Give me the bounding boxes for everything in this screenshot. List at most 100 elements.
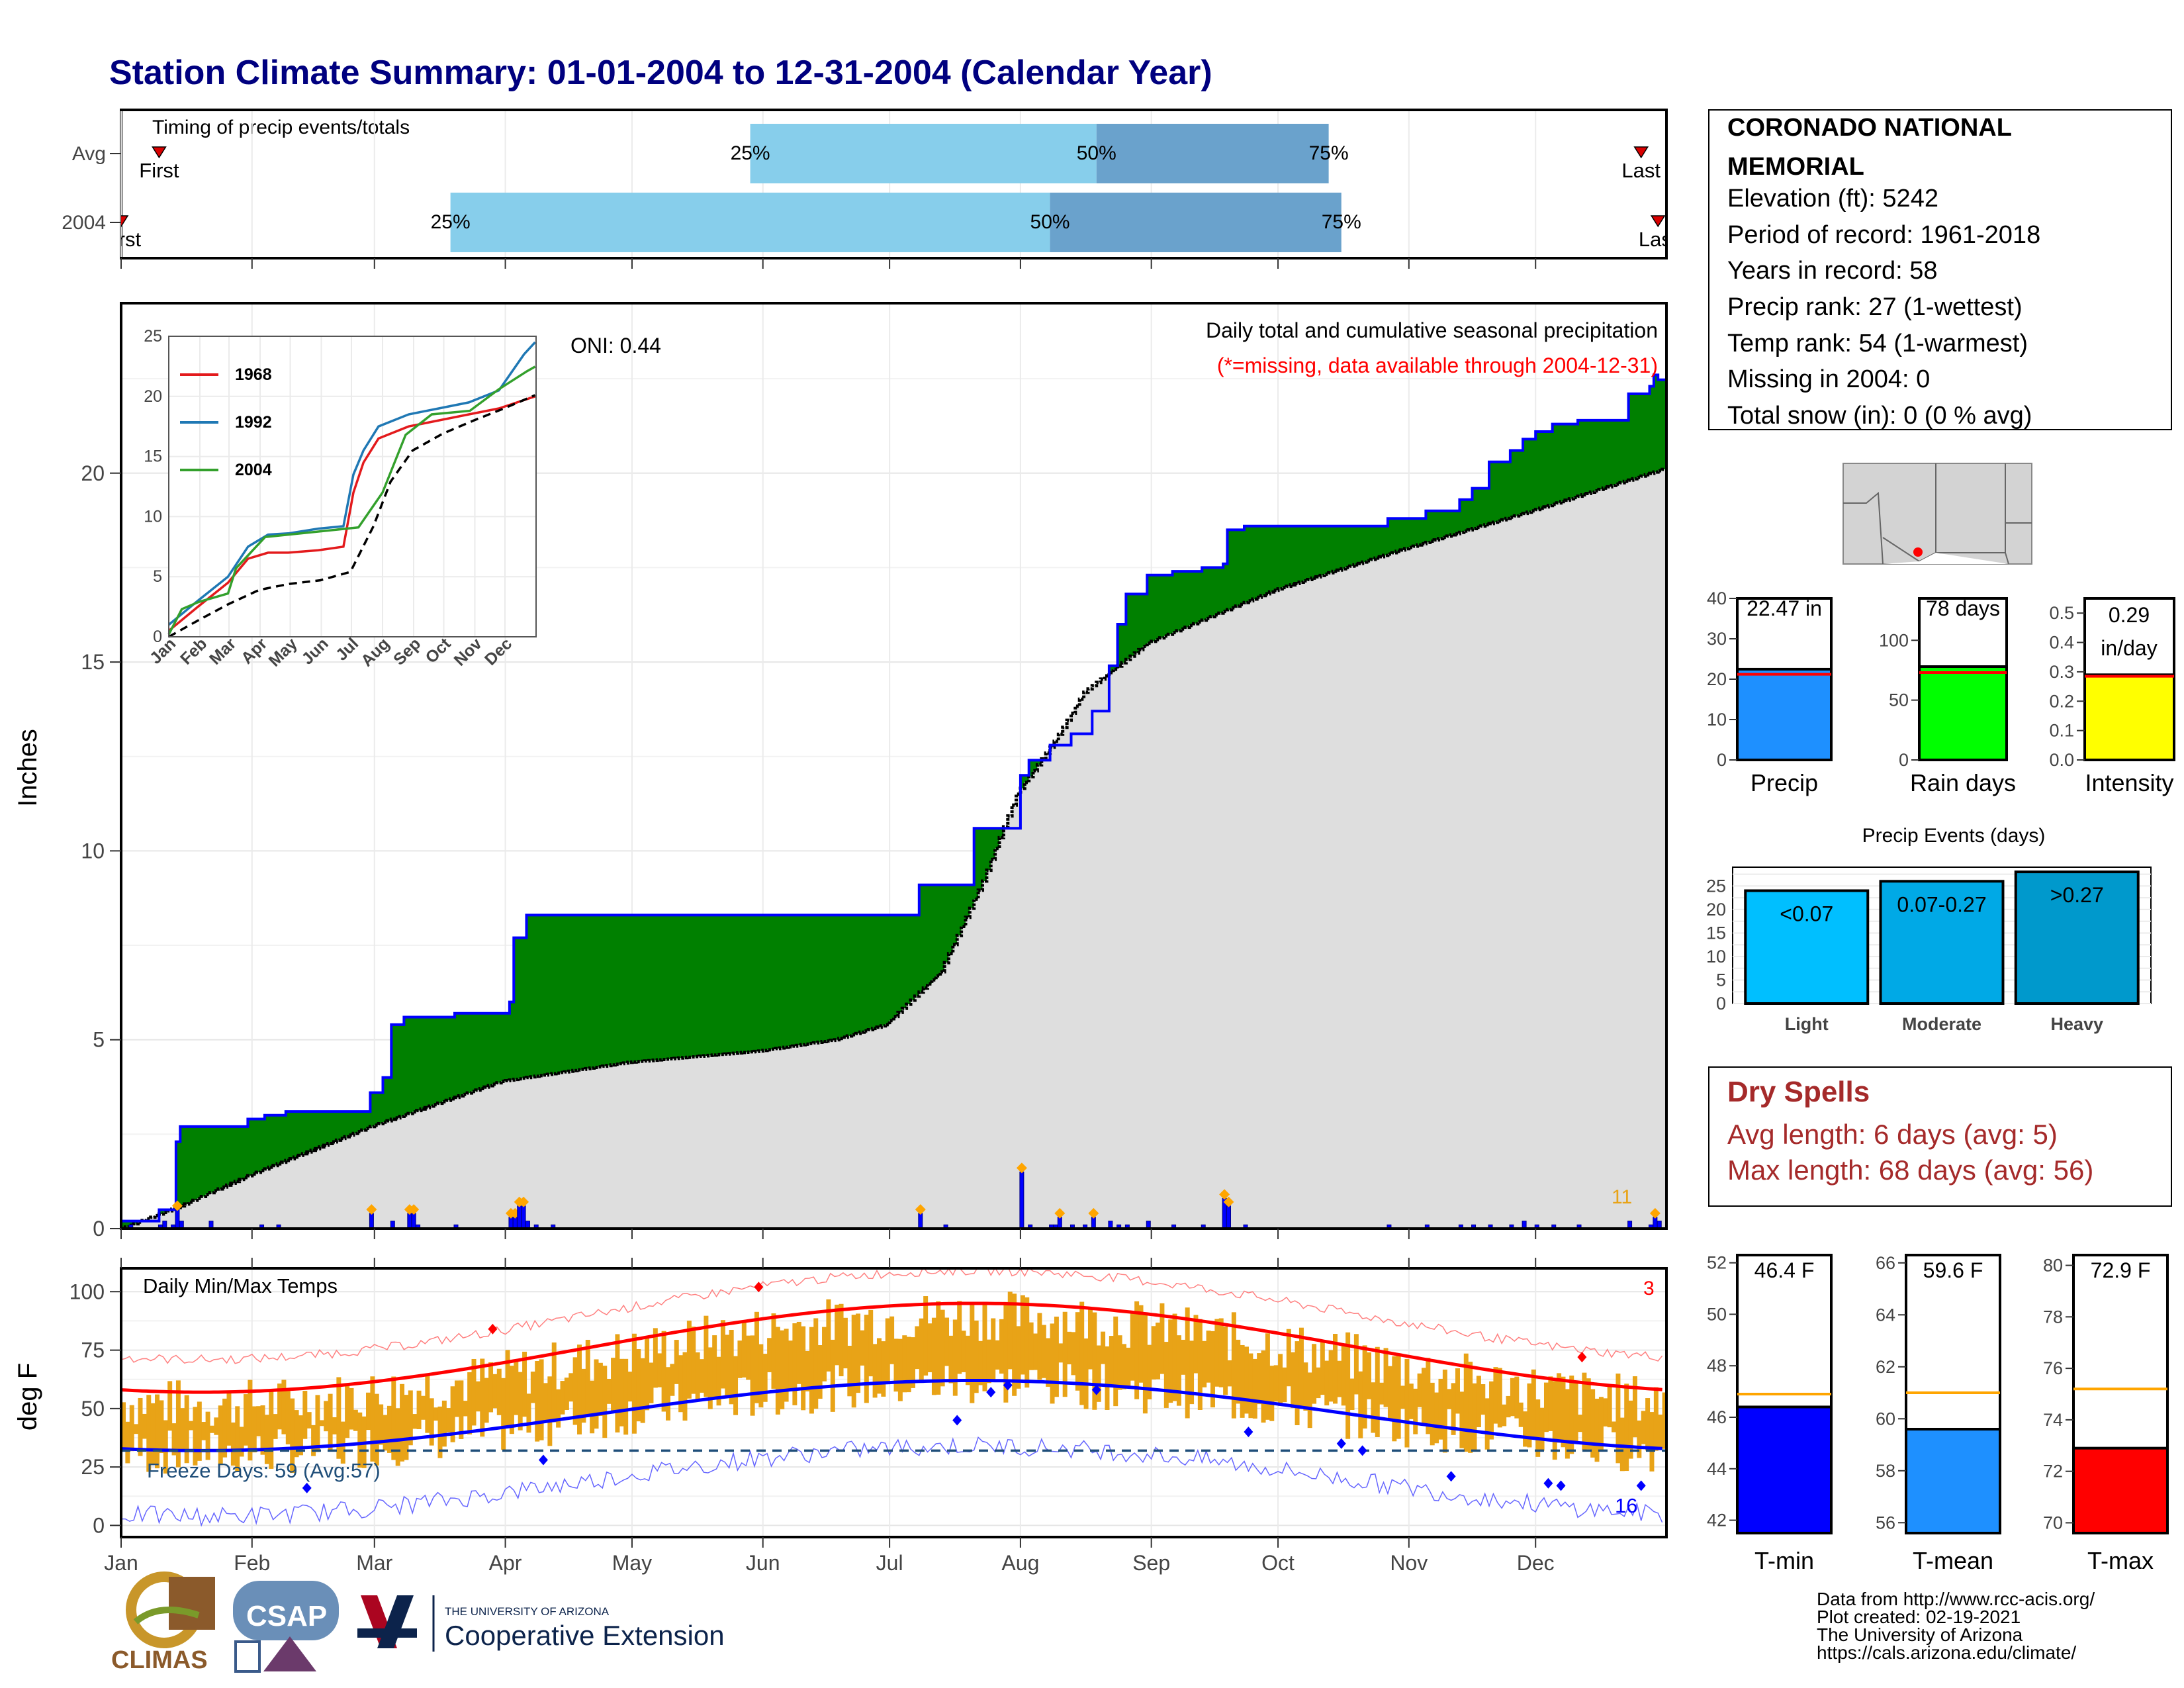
temp-y-tick-label: 25 bbox=[81, 1455, 105, 1479]
daily-temp-bar bbox=[1387, 1366, 1392, 1421]
daily-temp-bar bbox=[881, 1341, 886, 1397]
summary-tick-label: 60 bbox=[1876, 1409, 1895, 1429]
record-low-marker bbox=[302, 1482, 312, 1493]
station-temp-rank: Temp rank: 54 (1-warmest) bbox=[1727, 330, 2028, 357]
summary-tick-label: 46 bbox=[1707, 1407, 1727, 1427]
daily-temp-bar bbox=[927, 1323, 933, 1372]
daily-temp-bar bbox=[1079, 1301, 1085, 1405]
record-low-marker bbox=[1091, 1384, 1101, 1395]
credit-data-source: Data from http://www.rcc-acis.org/ bbox=[1817, 1589, 2095, 1609]
daily-temp-bar bbox=[1649, 1412, 1655, 1472]
daily-temp-bar bbox=[201, 1422, 206, 1440]
daily-temp-bar bbox=[1421, 1368, 1426, 1426]
daily-temp-bar bbox=[505, 1350, 510, 1427]
daily-temp-bar bbox=[1223, 1327, 1228, 1395]
daily-temp-bar bbox=[851, 1315, 856, 1408]
summary-tick-label: 44 bbox=[1707, 1459, 1727, 1479]
summary-tick-label: 66 bbox=[1876, 1253, 1895, 1273]
daily-precip-bar bbox=[1522, 1221, 1527, 1229]
daily-temp-bar bbox=[328, 1393, 333, 1450]
summary-value-tmin: 46.4 F bbox=[1754, 1258, 1815, 1282]
daily-temp-bar bbox=[1484, 1398, 1490, 1450]
daily-temp-bar bbox=[1641, 1411, 1646, 1444]
month-label: Oct bbox=[1261, 1551, 1295, 1575]
events-bar-label: 0.07-0.27 bbox=[1897, 892, 1986, 916]
daily-temp-bar bbox=[1493, 1367, 1498, 1424]
daily-temp-bar bbox=[488, 1362, 494, 1413]
daily-temp-bar bbox=[1662, 1392, 1666, 1449]
daily-temp-bar bbox=[437, 1406, 443, 1458]
daily-temp-bar bbox=[1028, 1322, 1034, 1370]
daily-temp-bar bbox=[1240, 1344, 1245, 1418]
daily-temp-bar bbox=[332, 1417, 337, 1434]
daily-temp-bar bbox=[235, 1406, 240, 1472]
timing-marker-label: Last bbox=[1639, 228, 1678, 251]
daily-temp-bar bbox=[1590, 1389, 1596, 1458]
daily-temp-bar bbox=[847, 1346, 852, 1397]
daily-temp-bar bbox=[1615, 1373, 1621, 1464]
summary-label-T-max: T-max bbox=[2087, 1547, 2154, 1574]
temp-y-tick-label: 75 bbox=[81, 1338, 105, 1362]
month-label: Mar bbox=[356, 1551, 392, 1575]
daily-temp-bar bbox=[1497, 1368, 1502, 1428]
month-label: Sep bbox=[1132, 1551, 1170, 1575]
station-name-1: CORONADO NATIONAL bbox=[1727, 114, 2012, 142]
record-low-marker bbox=[952, 1415, 962, 1426]
daily-temp-bar bbox=[1392, 1356, 1397, 1442]
precip-surplus-area bbox=[121, 375, 1666, 1229]
daily-temp-bar bbox=[700, 1359, 705, 1393]
summary-tick-label: 50 bbox=[1889, 690, 1909, 710]
daily-temp-bar bbox=[1573, 1383, 1578, 1443]
daily-temp-bar bbox=[1531, 1369, 1536, 1437]
daily-temp-bar bbox=[1168, 1319, 1173, 1403]
daily-temp-bar bbox=[1185, 1307, 1190, 1419]
daily-temp-bar bbox=[868, 1309, 874, 1377]
daily-temp-bar bbox=[775, 1327, 780, 1415]
daily-temp-bar bbox=[1586, 1378, 1591, 1450]
daily-temp-bar bbox=[982, 1303, 987, 1391]
daily-temp-bar bbox=[226, 1390, 232, 1446]
summary-tick-label: 50 bbox=[1707, 1304, 1727, 1324]
daily-temp-bar bbox=[842, 1317, 848, 1369]
daily-temp-bar bbox=[294, 1410, 299, 1458]
daily-temp-bar bbox=[277, 1383, 283, 1430]
summary-tick-label: 78 bbox=[2043, 1307, 2063, 1327]
summary-tick-label: 56 bbox=[1876, 1513, 1895, 1532]
daily-temp-bar bbox=[1561, 1376, 1566, 1448]
inset-legend-label: 2004 bbox=[235, 461, 272, 479]
daily-temp-bar bbox=[1181, 1339, 1186, 1375]
daily-precip-bar bbox=[407, 1213, 412, 1229]
daily-temp-bar bbox=[353, 1409, 358, 1431]
daily-temp-bar bbox=[1535, 1399, 1541, 1457]
station-years: Years in record: 58 bbox=[1727, 257, 1938, 285]
daily-temp-bar bbox=[446, 1408, 451, 1432]
daily-temp-bar bbox=[691, 1327, 696, 1394]
daily-temp-bar bbox=[1298, 1327, 1304, 1408]
daily-temp-bar bbox=[1058, 1343, 1064, 1363]
summary-tick-label: 48 bbox=[1707, 1356, 1727, 1376]
daily-temp-bar bbox=[1295, 1341, 1300, 1425]
precip-chart-title: Daily total and cumulative seasonal prec… bbox=[1206, 318, 1658, 342]
daily-temp-bar bbox=[125, 1421, 130, 1464]
ua-logo-big-text: Cooperative Extension bbox=[445, 1620, 725, 1651]
daily-temp-bar bbox=[839, 1303, 844, 1377]
daily-temp-bar bbox=[805, 1350, 810, 1391]
daily-temp-bar bbox=[1506, 1395, 1511, 1418]
daily-precip-bar bbox=[1019, 1171, 1024, 1229]
daily-temp-bar bbox=[897, 1338, 903, 1401]
summary-value-tmean: 59.6 F bbox=[1923, 1258, 1983, 1282]
daily-temp-bar bbox=[547, 1376, 553, 1446]
daily-precip-marker bbox=[1088, 1207, 1099, 1219]
daily-temp-bar bbox=[1130, 1313, 1135, 1381]
record-low-marker bbox=[1543, 1477, 1553, 1489]
daily-temp-bar bbox=[686, 1321, 692, 1399]
oni-label: ONI: 0.44 bbox=[570, 334, 661, 357]
summary-tick-label: 74 bbox=[2043, 1410, 2063, 1430]
daily-temp-bar bbox=[784, 1329, 789, 1402]
daily-precip-bar bbox=[918, 1213, 923, 1229]
daily-temp-bar bbox=[1202, 1340, 1207, 1387]
daily-temp-bar bbox=[1176, 1335, 1181, 1406]
daily-precip-marker bbox=[408, 1204, 420, 1215]
temp-panel: 0 25 50 75 100 deg F Daily Min/Max Temps Fre… bbox=[13, 1267, 1668, 1538]
summary-value-precip: 22.47 in bbox=[1747, 596, 1822, 620]
